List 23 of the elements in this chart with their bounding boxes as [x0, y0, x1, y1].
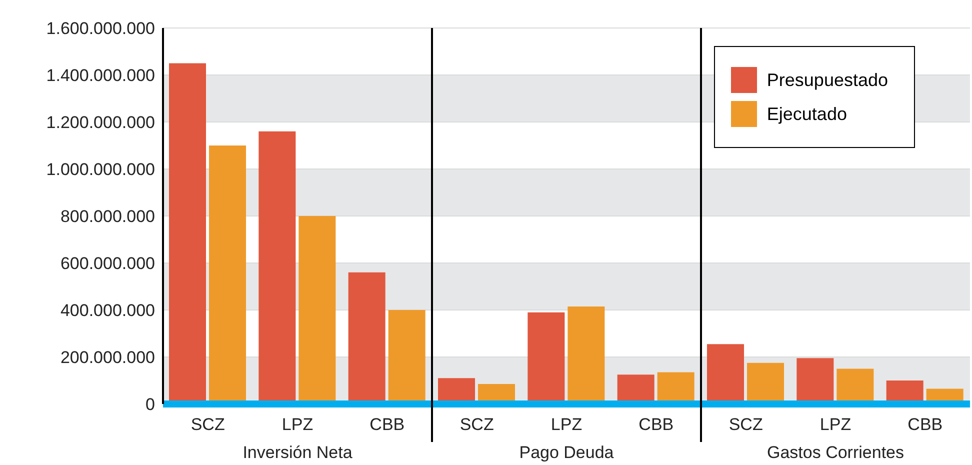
- y-tick-label: 1.000.000.000: [46, 160, 155, 180]
- x-tick-label: CBB: [638, 415, 674, 434]
- x-tick-label: SCZ: [728, 415, 763, 434]
- x-tick-label: CBB: [908, 415, 943, 434]
- y-tick-label: 0: [146, 395, 155, 414]
- x-tick-label: SCZ: [460, 415, 494, 434]
- y-tick-label: 1.400.000.000: [46, 66, 155, 86]
- y-tick-label: 200.000.000: [60, 348, 155, 368]
- legend-label: Presupuestado: [766, 70, 888, 90]
- x-tick-label: SCZ: [190, 415, 225, 434]
- x-tick-label: LPZ: [550, 415, 582, 434]
- text: Inversión Neta: [242, 443, 353, 462]
- x-tick-label: CBB: [370, 415, 405, 434]
- x-tick-label: LPZ: [282, 415, 314, 434]
- text: Gastos Corrientes: [767, 443, 904, 462]
- y-tick-label: 800.000.000: [60, 207, 155, 226]
- legend-label: Ejecutado: [766, 104, 847, 124]
- x-tick-label: LPZ: [820, 415, 852, 434]
- y-tick-label: 1.600.000.000: [46, 19, 155, 38]
- y-tick-label: 600.000.000: [60, 254, 155, 274]
- y-tick-label: 400.000.000: [60, 301, 155, 320]
- text: Pago Deuda: [519, 443, 614, 462]
- y-tick-label: 1.200.000.000: [46, 113, 155, 132]
